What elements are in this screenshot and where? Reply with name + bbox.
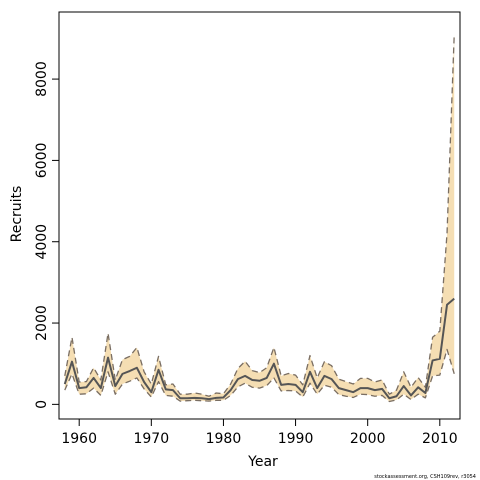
x-tick-label: 1970 [133,431,169,447]
upper-bound-line [64,34,455,397]
y-tick-label: 4000 [34,224,50,260]
estimate-line [63,297,455,401]
x-tick-label: 1980 [206,431,242,447]
series-line-layer [63,34,455,403]
x-tick-label: 1960 [61,431,97,447]
x-axis: 1960 1970 1980 1990 2000 2010 [61,419,458,447]
confidence-band-layer [64,34,455,402]
credit-text: stockassessment.org, CSH109rev, r3054 [374,474,476,480]
lower-bound-line [64,348,455,403]
x-tick-label: 2000 [350,431,386,447]
y-tick-label: 0 [34,400,50,409]
y-tick-label: 2000 [34,305,50,341]
confidence-band [64,34,455,402]
y-tick-label: 8000 [34,61,50,97]
y-axis-title: Recruits [9,186,25,243]
y-axis: 0 2000 4000 6000 8000 [34,61,59,409]
x-tick-label: 1990 [278,431,314,447]
y-tick-label: 6000 [34,143,50,179]
x-tick-label: 2010 [422,431,458,447]
plot-frame [58,11,461,420]
x-axis-title: Year [247,454,278,470]
